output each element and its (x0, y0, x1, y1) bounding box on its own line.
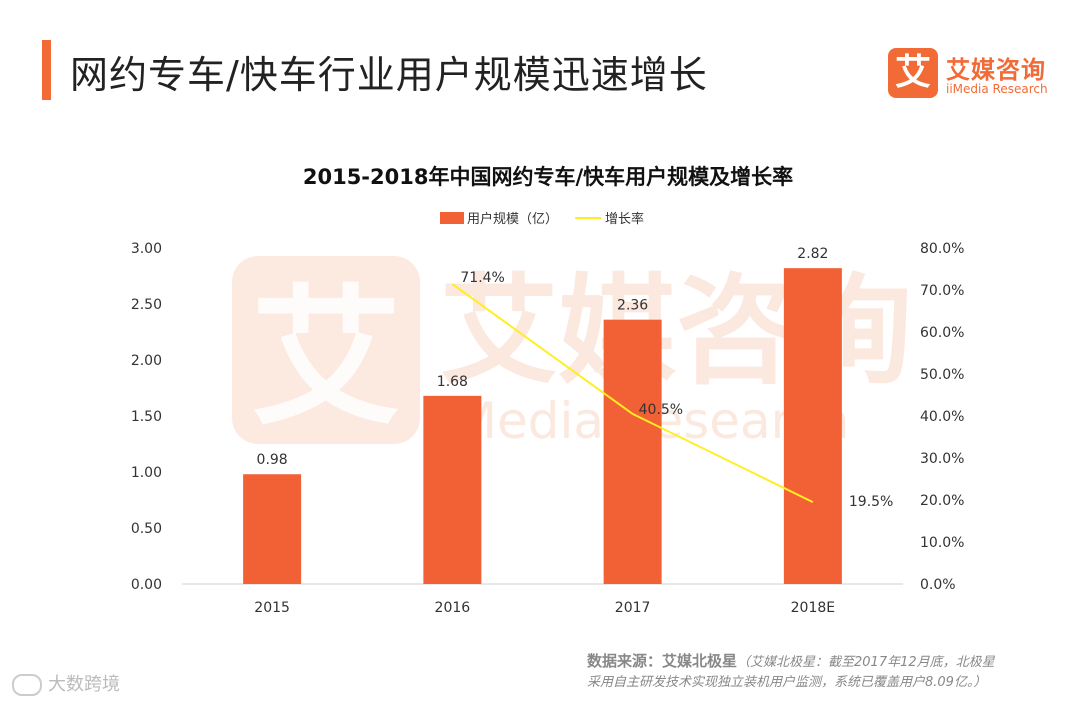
y-left-tick-label: 2.50 (131, 297, 162, 313)
y-right-tick-label: 70.0% (920, 283, 964, 299)
iimedia-logo: 艾 艾媒咨询 iiMedia Research (888, 48, 1063, 100)
bar-2017 (603, 319, 662, 584)
logo-en-text: iiMedia Research (946, 82, 1048, 96)
x-tick-label: 2017 (615, 600, 651, 616)
y-left-tick-label: 2.00 (131, 353, 162, 369)
y-left-tick-label: 3.00 (131, 241, 162, 257)
title-accent-bar (42, 40, 51, 100)
source-note-line1: （艾媒北极星：截至2017年12月底，北极星 (737, 655, 995, 670)
y-right-tick-label: 50.0% (920, 367, 964, 383)
bar-value-label: 2.36 (617, 298, 648, 314)
source-note-line2: 采用自主研发技术实现独立装机用户监测，系统已覆盖用户8.09亿。） (587, 675, 987, 690)
corner-text: 大数跨境 (48, 674, 120, 695)
y-left-tick-label: 1.50 (131, 409, 162, 425)
y-right-tick-label: 0.0% (920, 577, 956, 593)
growth-rate-line (451, 283, 814, 503)
y-right-tick-label: 80.0% (920, 241, 964, 257)
logo-mark-icon: 艾 (888, 48, 938, 98)
logo-cn-text: 艾媒咨询 (946, 56, 1046, 84)
y-right-tick-label: 60.0% (920, 325, 964, 341)
growth-rate-label: 71.4% (460, 270, 504, 286)
bar-value-label: 0.98 (257, 452, 288, 468)
corner-watermark: 大数跨境 (12, 670, 120, 696)
y-left-tick-label: 0.00 (131, 577, 162, 593)
x-tick-label: 2016 (435, 600, 471, 616)
legend-bar-swatch (440, 212, 464, 224)
y-right-tick-label: 40.0% (920, 409, 964, 425)
bar-value-label: 2.82 (797, 246, 828, 262)
legend-bar-label: 用户规模（亿） (467, 211, 558, 227)
y-right-tick-label: 30.0% (920, 451, 964, 467)
watermark-logo-mark: 艾 (251, 272, 401, 446)
watermark-logo-box (232, 256, 420, 444)
legend-line-label: 增长率 (605, 211, 644, 227)
y-right-tick-label: 20.0% (920, 493, 964, 509)
bar-2016 (423, 395, 482, 584)
growth-rate-label: 40.5% (639, 402, 683, 418)
corner-logo-icon (12, 674, 42, 696)
data-source: 数据来源：艾媒北极星（艾媒北极星：截至2017年12月底，北极星 采用自主研发技… (587, 651, 1057, 693)
bar-2015 (243, 474, 302, 584)
chart-title: 2015-2018年中国网约专车/快车用户规模及增长率 (303, 165, 793, 189)
bar-value-label: 1.68 (437, 374, 468, 390)
y-left-tick-label: 0.50 (131, 521, 162, 537)
x-tick-label: 2015 (254, 600, 290, 616)
growth-rate-label: 19.5% (849, 494, 893, 510)
y-right-tick-label: 10.0% (920, 535, 964, 551)
page-title: 网约专车/快车行业用户规模迅速增长 (70, 53, 708, 97)
source-label: 数据来源：艾媒北极星 (587, 652, 738, 670)
bar-2018E (783, 268, 842, 584)
x-tick-label: 2018E (791, 600, 835, 616)
y-left-tick-label: 1.00 (131, 465, 162, 481)
